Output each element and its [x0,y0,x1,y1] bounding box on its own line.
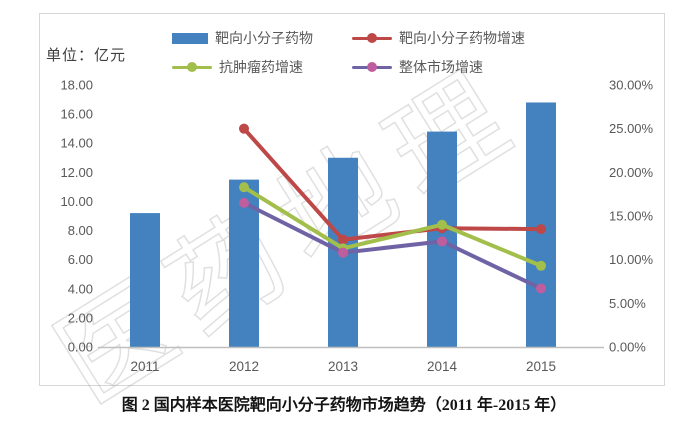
legend-item-green-line: 抗肿瘤药增速 [172,58,303,76]
legend-line-swatch-red [352,32,392,44]
legend-label: 靶向小分子药物增速 [399,30,525,46]
line-swatch-marker [367,62,377,72]
legend-item-purple-line: 整体市场增速 [352,58,483,76]
legend-line-swatch-green [172,61,212,73]
line-swatch-marker [367,33,377,43]
legend-item-bar-series: 靶向小分子药物 [172,29,313,47]
legend-bar-swatch [172,32,208,44]
figure-caption: 图 2 国内样本医院靶向小分子药物市场趋势（2011 年-2015 年） [121,397,567,414]
legend-label: 整体市场增速 [399,59,483,75]
legend-line-swatch-purple [352,61,392,73]
legend-label: 抗肿瘤药增速 [219,59,303,75]
legend-label: 靶向小分子药物 [215,30,313,46]
line-swatch-marker [187,62,197,72]
axis-unit-label: 单位：亿元 [46,47,127,64]
legend-item-red-line: 靶向小分子药物增速 [352,29,525,47]
